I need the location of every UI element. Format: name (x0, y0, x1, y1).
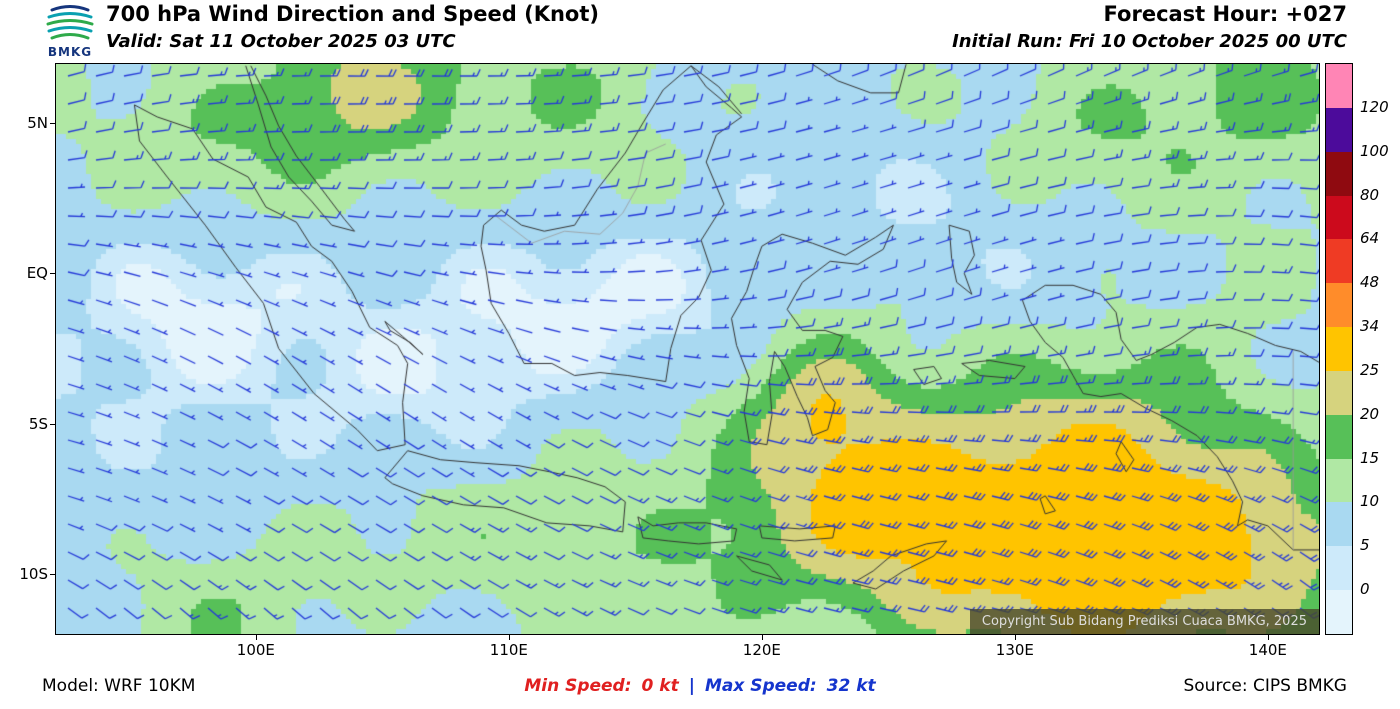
map-frame: Copyright Sub Bidang Prediksi Cuaca BMKG… (55, 63, 1320, 635)
wind-speed-colorbar (1325, 63, 1353, 635)
colorbar-label-20: 20 (1360, 404, 1380, 423)
colorbar-band (1326, 238, 1352, 284)
lat-tick (50, 273, 55, 275)
colorbar-band (1326, 545, 1352, 591)
colorbar-band (1326, 282, 1352, 328)
lat-tick (50, 423, 55, 425)
colorbar-band (1326, 107, 1352, 152)
page-title: 700 hPa Wind Direction and Speed (Knot) (106, 2, 599, 26)
colorbar-label-0: 0 (1360, 580, 1370, 599)
colorbar-band (1326, 458, 1352, 503)
bmkg-logo: BMKG (42, 2, 98, 60)
colorbar-label-64: 64 (1360, 229, 1380, 248)
colorbar-label-100: 100 (1360, 141, 1389, 160)
lon-label-130e: 130E (995, 641, 1034, 659)
lon-tick (508, 635, 510, 640)
lat-tick (50, 122, 55, 124)
colorbar-band (1326, 589, 1352, 634)
lon-tick (761, 635, 763, 640)
colorbar-band (1326, 151, 1352, 196)
lat-tick (50, 573, 55, 575)
min-speed-label: Min Speed: (524, 676, 632, 696)
forecast-hour-label: Forecast Hour: +027 (1103, 2, 1347, 26)
colorbar-label-48: 48 (1360, 273, 1380, 292)
lon-label-120e: 120E (742, 641, 781, 659)
speed-minmax-info: Min Speed: 0 kt | Max Speed: 32 kt (524, 676, 875, 696)
lon-label-140e: 140E (1248, 641, 1287, 659)
colorbar-label-25: 25 (1360, 360, 1380, 379)
min-speed-value: 0 kt (641, 676, 679, 696)
wind-map-canvas (56, 64, 1319, 634)
colorbar-band (1326, 63, 1352, 108)
initial-run-label: Initial Run: Fri 10 October 2025 00 UTC (952, 31, 1347, 52)
lat-label-5n: 5N (27, 113, 48, 132)
model-label: Model: WRF 10KM (42, 676, 196, 696)
colorbar-band (1326, 501, 1352, 547)
lon-tick (1014, 635, 1016, 640)
bmkg-logo-icon (46, 5, 94, 40)
colorbar-label-120: 120 (1360, 97, 1389, 116)
bmkg-logo-text: BMKG (47, 45, 93, 59)
source-label: Source: CIPS BMKG (1183, 676, 1347, 696)
colorbar-label-5: 5 (1360, 536, 1370, 555)
lat-label-10s: 10S (19, 564, 48, 583)
lat-label-5s: 5S (28, 414, 48, 433)
max-speed-label: Max Speed: (704, 676, 817, 696)
colorbar-band (1326, 370, 1352, 415)
lon-tick (1267, 635, 1269, 640)
lon-label-110e: 110E (489, 641, 528, 659)
valid-time-label: Valid: Sat 11 October 2025 03 UTC (106, 31, 456, 52)
colorbar-label-15: 15 (1360, 448, 1380, 467)
max-speed-value: 32 kt (826, 676, 876, 696)
lon-tick (255, 635, 257, 640)
colorbar-band (1326, 326, 1352, 371)
lon-label-100e: 100E (236, 641, 275, 659)
colorbar-band (1326, 195, 1352, 240)
copyright-overlay: Copyright Sub Bidang Prediksi Cuaca BMKG… (969, 609, 1319, 634)
speed-divider: | (688, 676, 695, 696)
lat-label-eq: EQ (26, 264, 48, 283)
colorbar-label-34: 34 (1360, 317, 1380, 336)
colorbar-band (1326, 414, 1352, 459)
colorbar-label-80: 80 (1360, 185, 1380, 204)
colorbar-label-10: 10 (1360, 492, 1380, 511)
